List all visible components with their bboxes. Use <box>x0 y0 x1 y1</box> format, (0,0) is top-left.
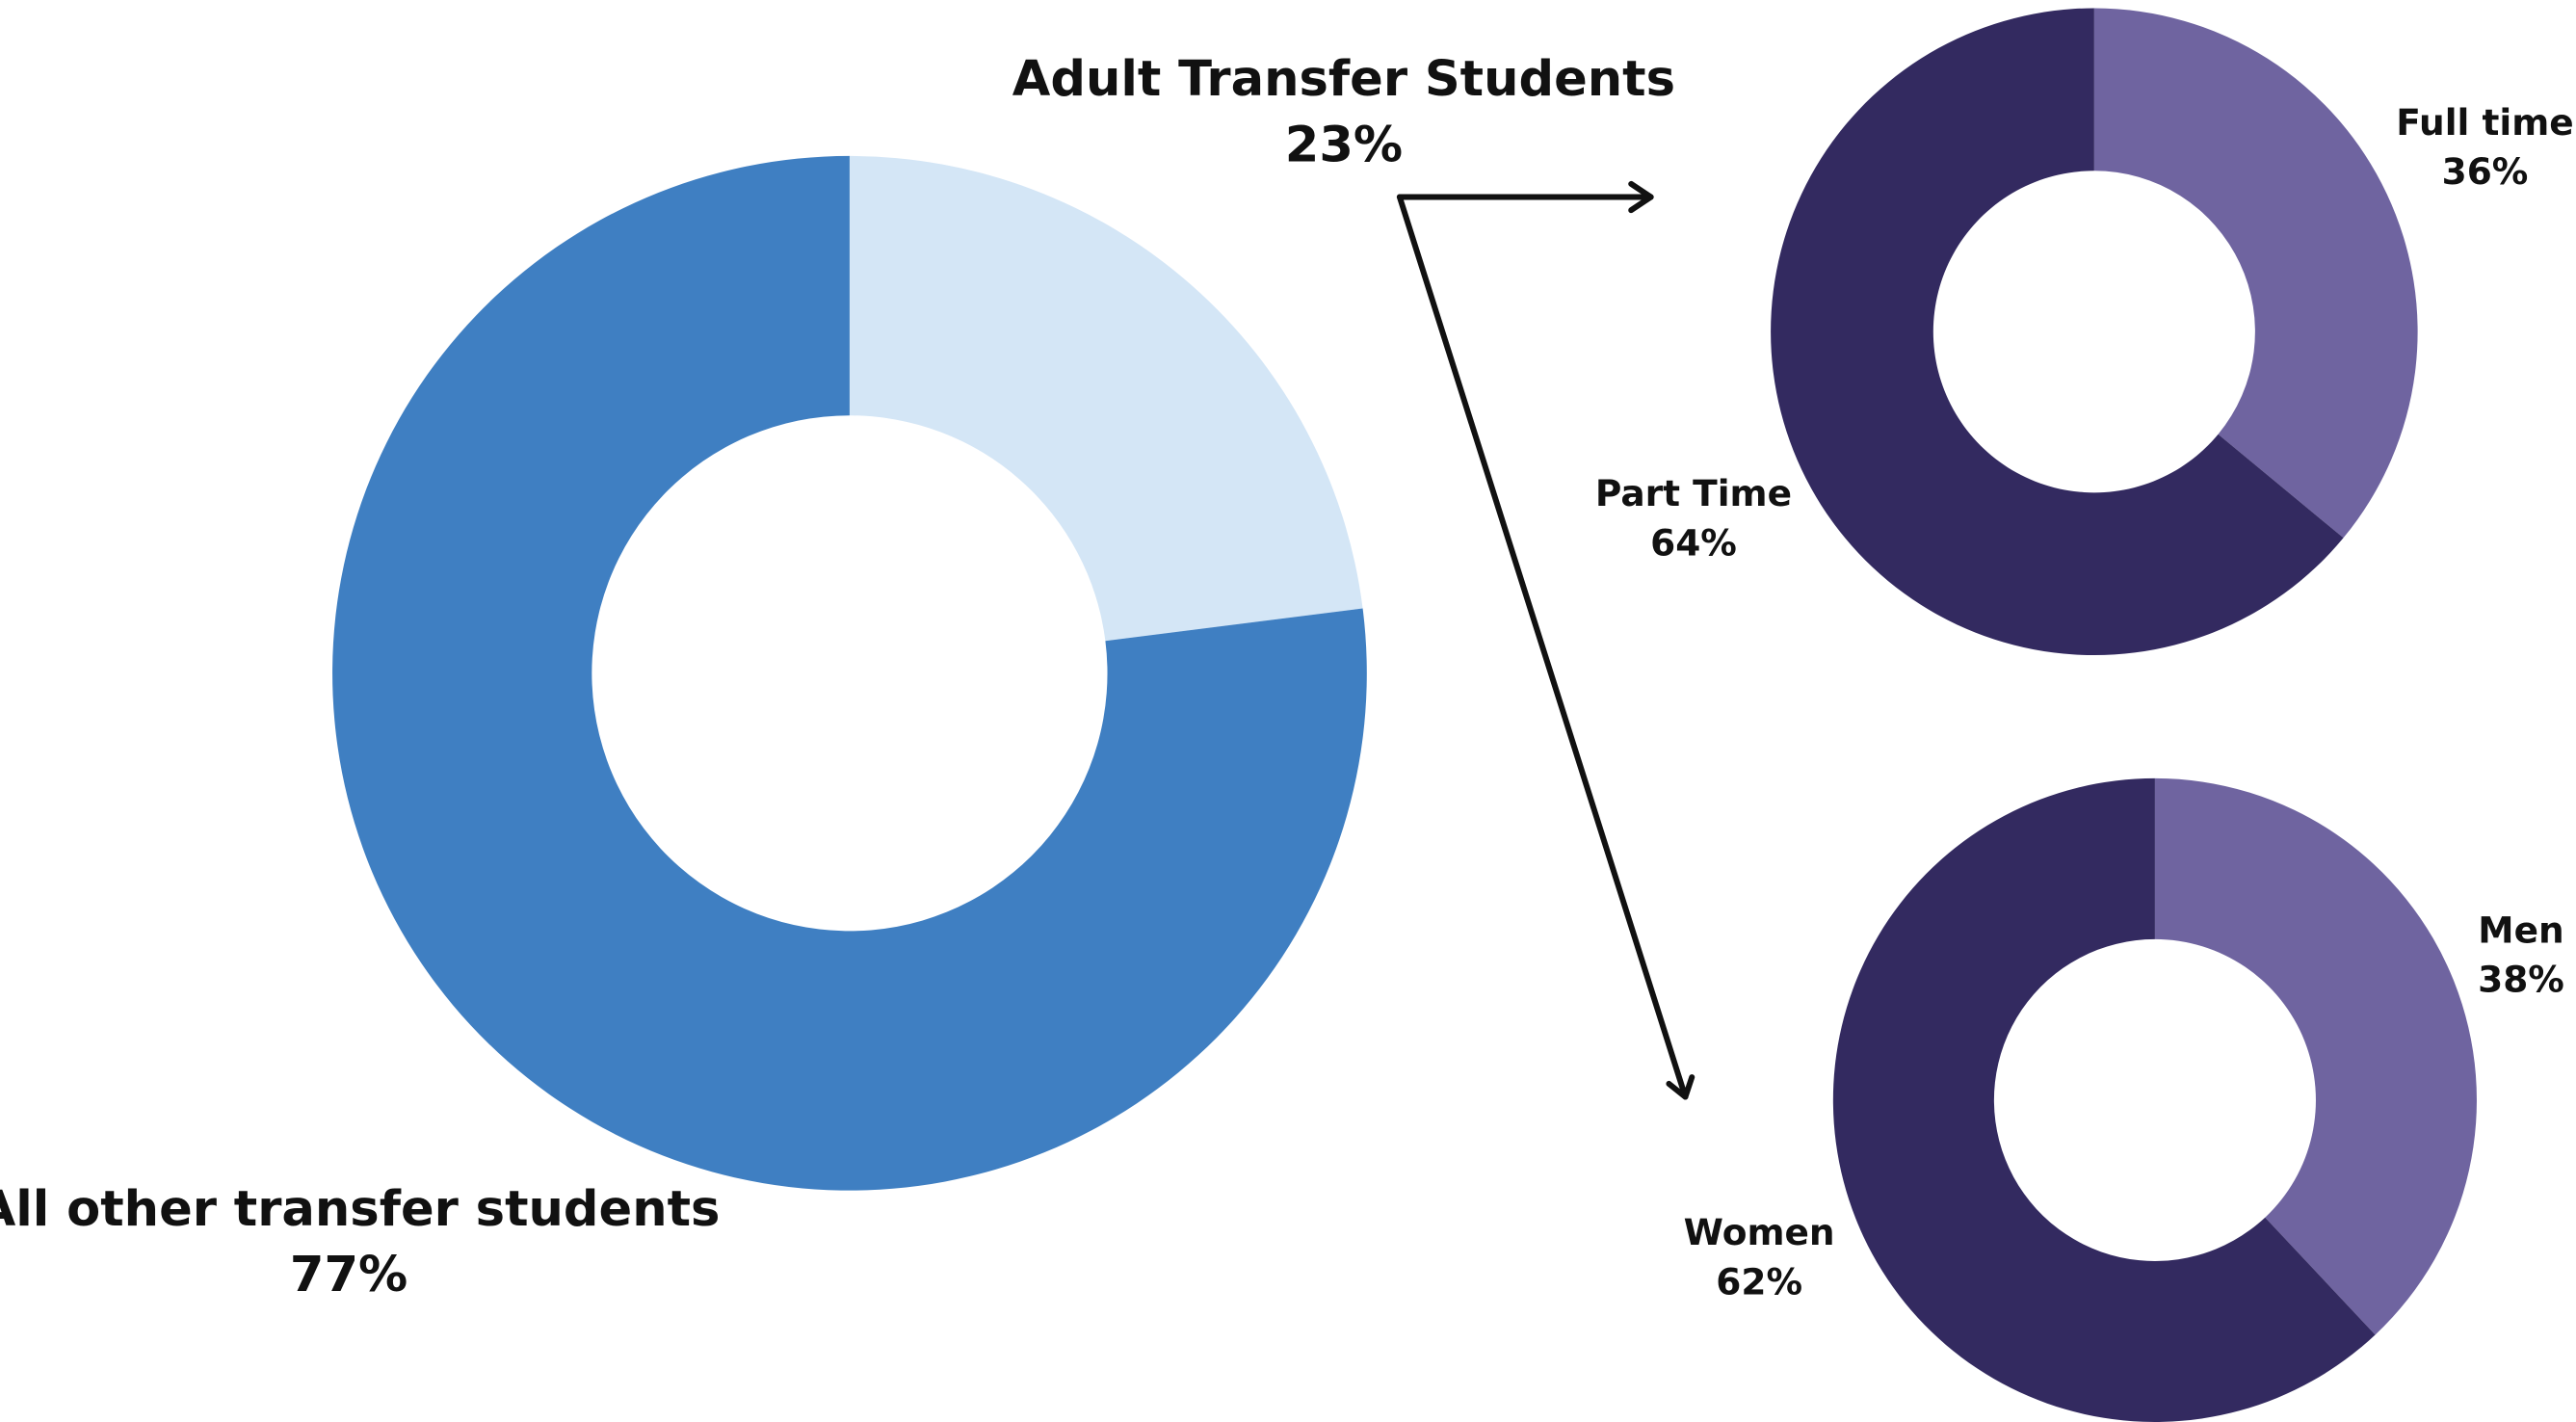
slice-label: Adult Transfer Students <box>1012 51 1675 108</box>
slice-label: All other transfer students <box>0 1181 720 1238</box>
slice-label: Full time <box>2396 101 2573 144</box>
slice-label: Women <box>1684 1211 1835 1253</box>
slice-label: Men <box>2478 909 2563 952</box>
arrow-head <box>1666 1074 1695 1100</box>
slice-value-label: 23% <box>1285 117 1403 173</box>
donut-slice <box>1832 777 2376 1422</box>
slice-value-label: 77% <box>290 1247 407 1304</box>
slice-label: Part Time <box>1595 472 1792 514</box>
donut-slice <box>1771 8 2344 656</box>
slice-value-label: 64% <box>1650 521 1737 564</box>
donut-slice <box>2154 777 2477 1335</box>
slice-value-label: 38% <box>2478 959 2564 1001</box>
donut-slice <box>849 155 1363 642</box>
slice-value-label: 62% <box>1716 1260 1802 1303</box>
donut-slice <box>332 155 1367 1191</box>
connector-arrows <box>1396 180 1695 1100</box>
arrow-head <box>1628 180 1654 214</box>
slice-value-label: 36% <box>2442 150 2529 193</box>
donut-slice <box>2093 8 2418 539</box>
arrow-line <box>1396 194 1689 1100</box>
